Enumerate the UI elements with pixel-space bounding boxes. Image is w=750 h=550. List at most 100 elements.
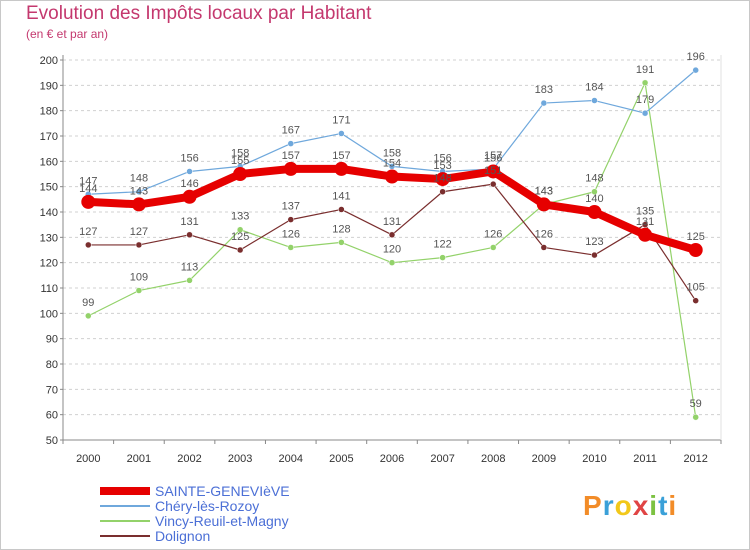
point-sainte-genevieve-2005: [334, 161, 349, 176]
point-vincy-reuil-et-magny-2008: [489, 244, 497, 251]
point-vincy-reuil-et-magny-2011: [641, 79, 649, 87]
x-tick-label-2004: 2004: [279, 453, 303, 465]
x-tick-label-2002: 2002: [177, 453, 201, 465]
data-label-chery-les-rozoy-2006: 158: [383, 147, 401, 159]
data-label-dolignon-2006: 131: [383, 216, 401, 228]
data-label-dolignon-2008: 151: [484, 165, 502, 177]
data-label-chery-les-rozoy-2003: 158: [231, 147, 249, 159]
data-label-sainte-genevieve-2006: 154: [383, 158, 401, 170]
logo-letter: i: [649, 490, 659, 521]
data-label-vincy-reuil-et-magny-2010: 148: [585, 173, 603, 185]
data-label-dolignon-2011: 135: [636, 206, 654, 218]
data-label-dolignon-2000: 127: [79, 226, 97, 238]
data-label-vincy-reuil-et-magny-2008: 126: [484, 228, 502, 240]
point-dolignon-2008: [489, 180, 497, 188]
x-tick-label-2011: 2011: [633, 453, 657, 465]
data-label-sainte-genevieve-2011: 131: [636, 216, 654, 228]
x-tick-label-2003: 2003: [228, 453, 252, 465]
data-label-dolignon-2007: 148: [433, 173, 451, 185]
y-tick-label-120: 120: [40, 258, 58, 270]
x-tick-label-2000: 2000: [76, 453, 100, 465]
data-label-sainte-genevieve-2008: 156: [484, 152, 502, 164]
data-label-sainte-genevieve-2004: 157: [282, 150, 300, 162]
point-dolignon-2001: [135, 241, 143, 249]
legend-label-dolignon: Dolignon: [155, 528, 211, 544]
legend-label-sainte-genevieve: SAINTE-GENEVIèVE: [155, 483, 290, 499]
y-tick-label-150: 150: [40, 182, 58, 194]
point-vincy-reuil-et-magny-2002: [186, 277, 193, 284]
data-label-dolignon-2010: 123: [585, 236, 603, 248]
point-chery-les-rozoy-2001: [135, 188, 143, 195]
data-label-sainte-genevieve-2003: 155: [231, 155, 249, 167]
data-label-vincy-reuil-et-magny-2007: 122: [433, 239, 451, 251]
point-vincy-reuil-et-magny-2005: [338, 239, 345, 246]
data-label-vincy-reuil-et-magny-2006: 120: [383, 244, 401, 256]
data-label-dolignon-2001: 127: [130, 226, 148, 238]
data-label-chery-les-rozoy-2008: 157: [484, 150, 502, 162]
point-dolignon-2005: [338, 206, 345, 213]
point-dolignon-2010: [591, 251, 598, 259]
data-label-vincy-reuil-et-magny-2009: 143: [535, 185, 553, 197]
data-label-vincy-reuil-et-magny-2011: 191: [636, 64, 654, 76]
y-tick-label-60: 60: [46, 410, 58, 422]
x-tick-label-2012: 2012: [683, 453, 707, 465]
chart-subtitle: (en € et par an): [26, 27, 109, 41]
y-tick-label-130: 130: [40, 232, 58, 244]
x-axis-ticks: 2000 2001 2002 2003 2004 2005 2006 2007 2008 2009…: [76, 453, 708, 465]
data-label-dolignon-2002: 131: [180, 216, 198, 228]
data-label-chery-les-rozoy-2001: 148: [130, 173, 148, 185]
y-tick-label-200: 200: [40, 55, 58, 67]
data-label-dolignon-2005: 141: [332, 190, 350, 202]
y-tick-label-50: 50: [46, 435, 58, 447]
logo-letter: P: [583, 490, 603, 521]
point-dolignon-2006: [388, 231, 396, 239]
series-points: [81, 66, 703, 421]
legend-label-chery-les-rozoy: Chéry-lès-Rozoy: [155, 498, 260, 514]
y-tick-label-170: 170: [40, 131, 58, 143]
y-tick-label-90: 90: [46, 334, 58, 346]
x-tick-label-2001: 2001: [127, 453, 151, 465]
data-label-dolignon-2012: 105: [687, 282, 705, 294]
point-sainte-genevieve-2007: [435, 172, 450, 187]
data-label-sainte-genevieve-2001: 143: [130, 185, 148, 197]
point-vincy-reuil-et-magny-2003: [236, 226, 244, 233]
point-sainte-genevieve-2000: [81, 194, 96, 209]
legend-label-vincy-reuil-et-magny: Vincy-Reuil-et-Magny: [155, 513, 289, 529]
x-tick-label-2005: 2005: [329, 453, 353, 465]
logo-letter: r: [602, 490, 615, 521]
x-tick-label-2006: 2006: [380, 453, 404, 465]
proxiti-logo: Proxiti: [583, 490, 677, 522]
point-chery-les-rozoy-2010: [591, 97, 598, 104]
point-sainte-genevieve-2010: [587, 205, 602, 219]
point-vincy-reuil-et-magny-2012: [692, 413, 699, 421]
point-chery-les-rozoy-2005: [338, 130, 345, 137]
point-sainte-genevieve-2001: [131, 197, 146, 212]
y-tick-label-190: 190: [40, 80, 58, 92]
data-label-chery-les-rozoy-2011: 179: [636, 94, 654, 106]
logo-letter: x: [632, 490, 650, 521]
point-sainte-genevieve-2003: [233, 167, 248, 181]
point-vincy-reuil-et-magny-2007: [439, 254, 446, 261]
point-dolignon-2003: [236, 246, 244, 254]
point-sainte-genevieve-2002: [182, 189, 197, 204]
data-label-vincy-reuil-et-magny-2001: 109: [130, 272, 148, 284]
point-sainte-genevieve-2006: [385, 169, 399, 184]
legend-swatch-sainte-genevieve: [100, 484, 150, 498]
point-dolignon-2009: [540, 244, 548, 251]
logo-letter: o: [614, 490, 633, 521]
data-label-sainte-genevieve-2012: 125: [687, 231, 705, 243]
data-label-vincy-reuil-et-magny-2002: 113: [181, 261, 199, 273]
legend-swatch-vincy-reuil-et-magny: [100, 514, 150, 528]
data-label-dolignon-2003: 125: [231, 231, 249, 243]
data-label-vincy-reuil-et-magny-2005: 128: [332, 223, 350, 235]
data-label-sainte-genevieve-2002: 146: [180, 178, 198, 190]
y-tick-label-100: 100: [40, 308, 58, 320]
data-label-chery-les-rozoy-2004: 167: [282, 125, 300, 137]
grid: [63, 59, 721, 441]
point-chery-les-rozoy-2006: [388, 163, 396, 170]
data-label-chery-les-rozoy-2010: 184: [585, 82, 603, 94]
x-tick-label-2008: 2008: [481, 453, 505, 465]
